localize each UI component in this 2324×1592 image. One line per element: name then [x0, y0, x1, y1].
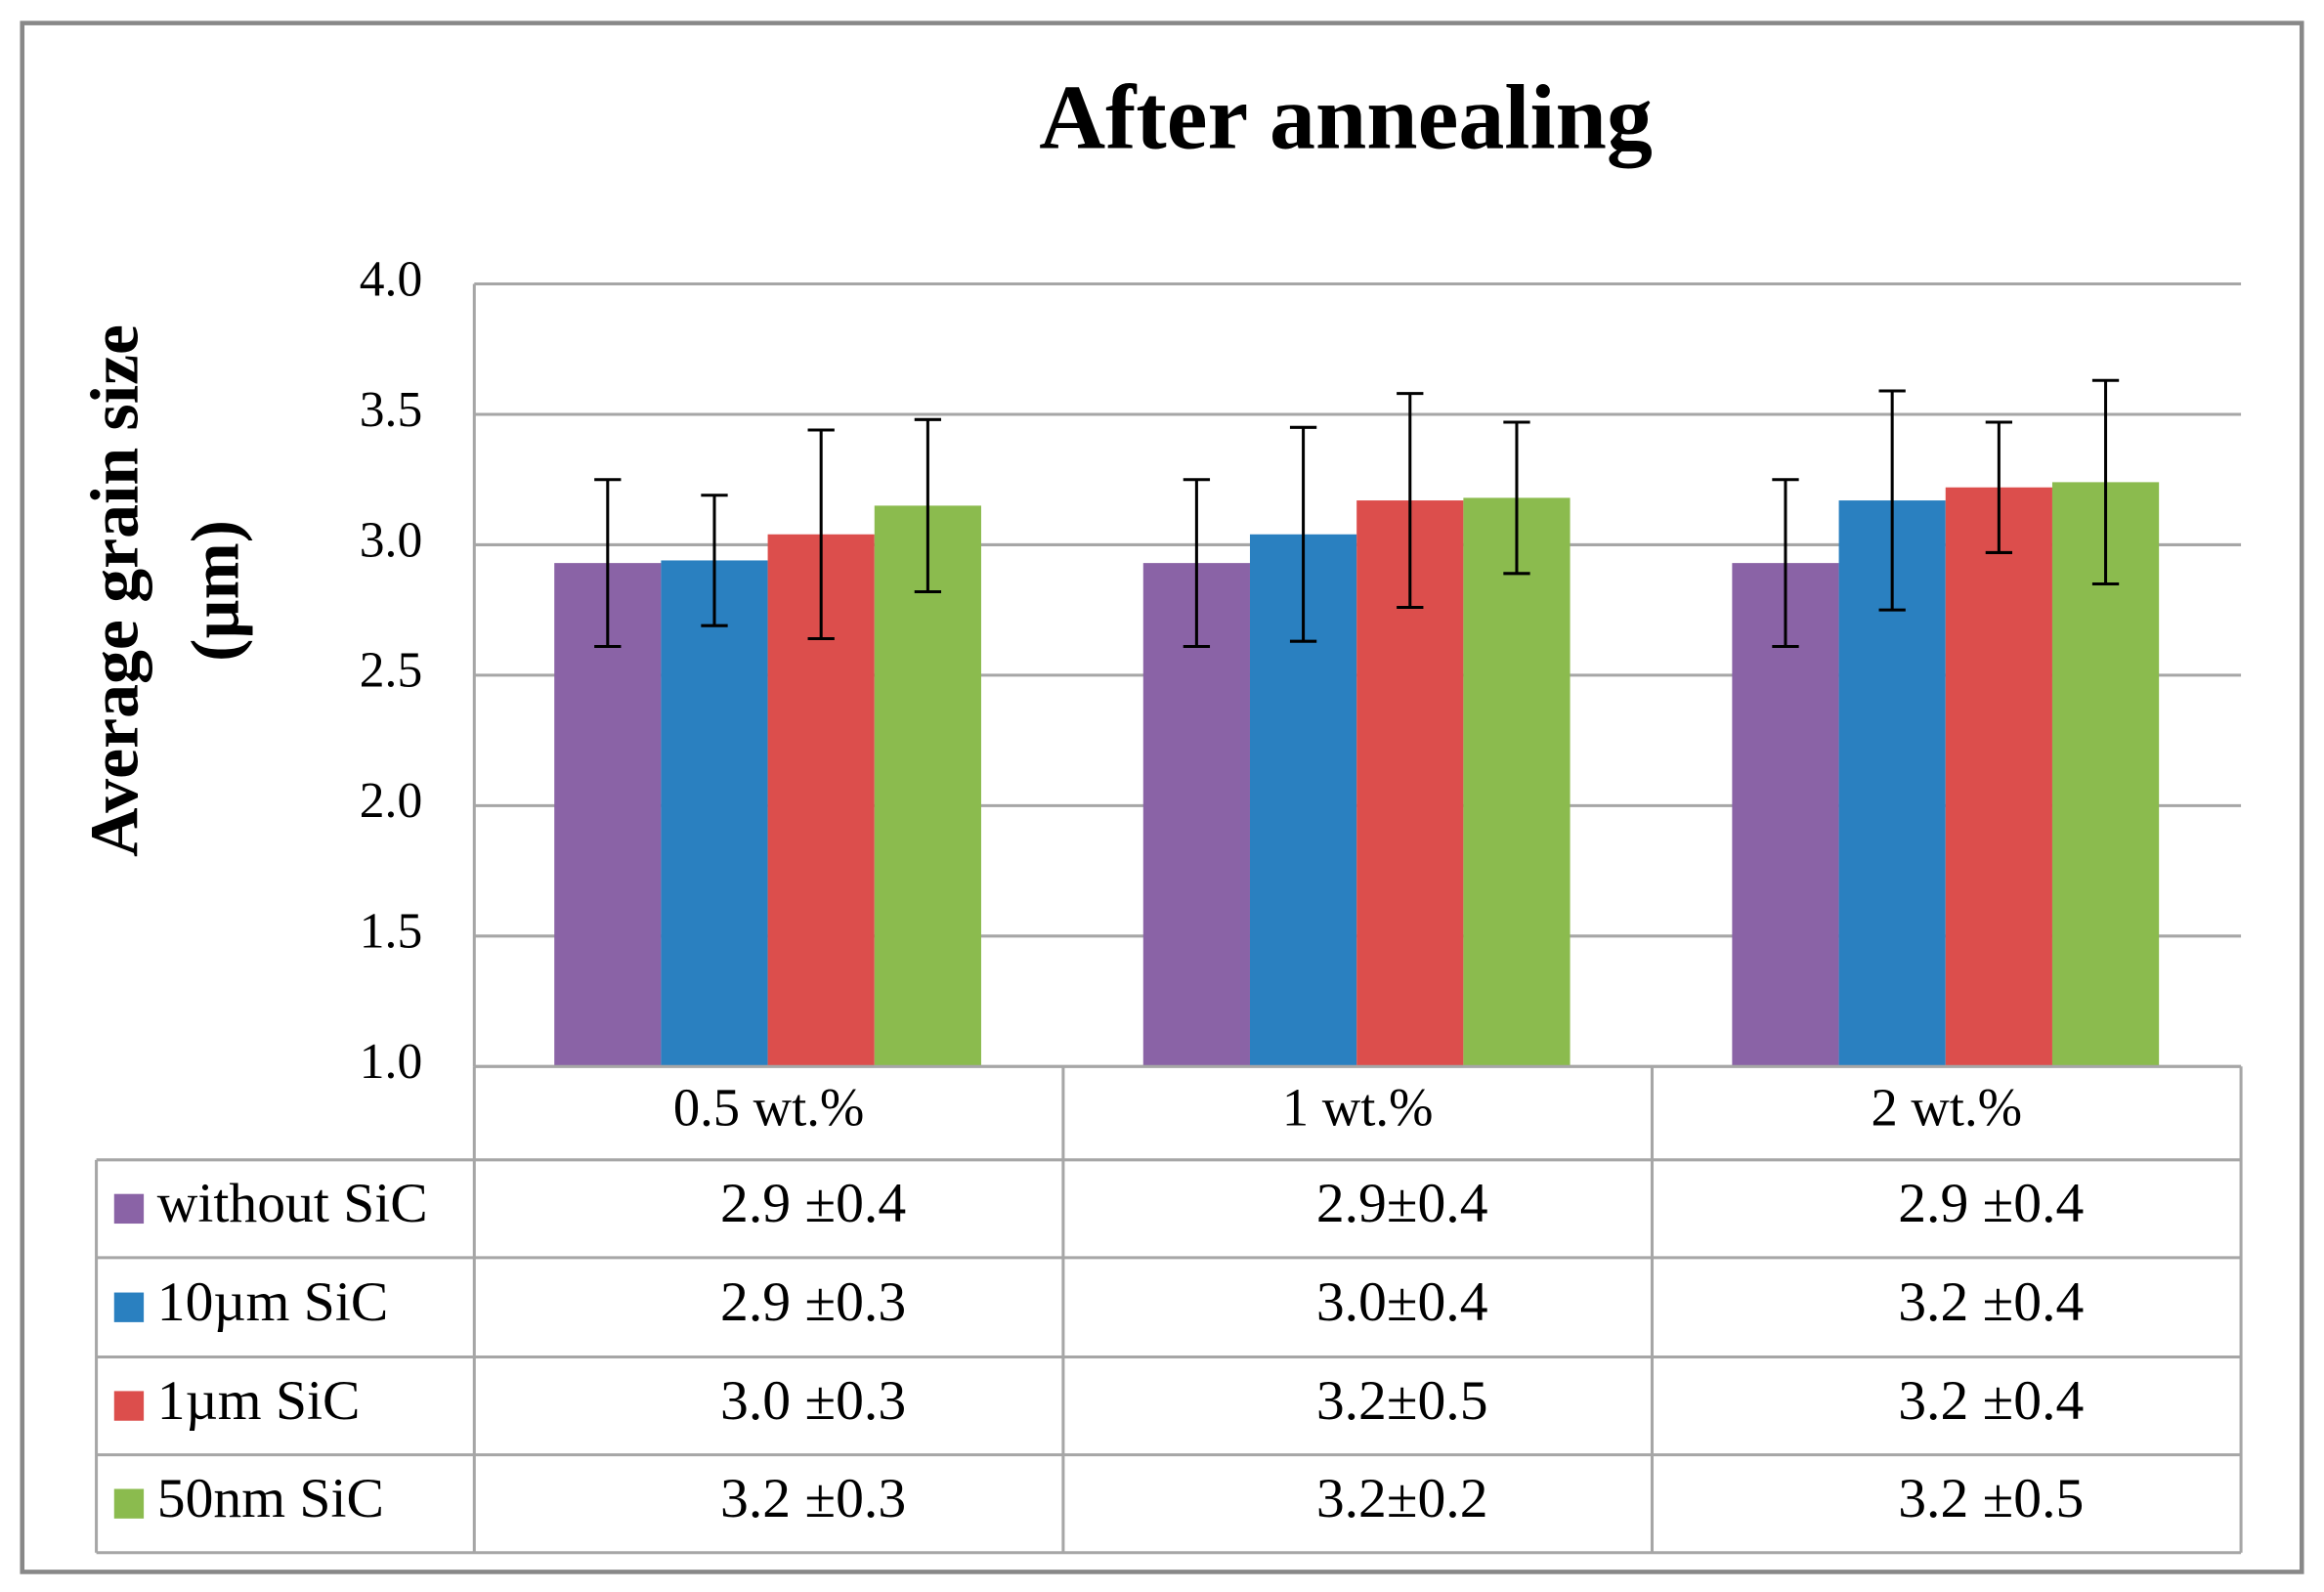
- table-cell: 3.0 ±0.3: [720, 1370, 906, 1432]
- legend-swatch: [113, 1391, 145, 1421]
- legend-swatch: [113, 1292, 145, 1322]
- error-bar: [1985, 420, 2013, 554]
- table-cell: 3.2 ±0.5: [1898, 1468, 2084, 1529]
- y-tick-label: 4.0: [360, 251, 422, 307]
- error-bar: [1183, 478, 1211, 649]
- error-bar: [1289, 425, 1317, 643]
- bar: [661, 560, 768, 1067]
- table-cell: 2.9 ±0.4: [720, 1173, 906, 1234]
- table-cell: 3.2 ±0.4: [1898, 1370, 2084, 1432]
- error-bar: [1878, 389, 1906, 612]
- y-tick-label: 3.5: [360, 382, 422, 438]
- legend-swatch: [113, 1193, 145, 1225]
- table-cell: 3.2 ±0.3: [720, 1468, 906, 1529]
- legend-swatch: [113, 1488, 145, 1519]
- y-tick-label: 1.5: [360, 904, 422, 960]
- table-cell: 2.9±0.4: [1316, 1173, 1488, 1234]
- legend-label: without SiC: [157, 1173, 428, 1234]
- x-tick-label: 1 wt.%: [1282, 1078, 1434, 1138]
- y-tick-label: 2.0: [360, 773, 422, 829]
- y-tick-label: 1.0: [360, 1034, 422, 1090]
- error-bar: [2091, 378, 2120, 585]
- table-cell: 2.9 ±0.3: [720, 1271, 906, 1333]
- legend-label: 10µm SiC: [157, 1271, 389, 1333]
- table-cell: 3.2 ±0.4: [1898, 1271, 2084, 1333]
- y-tick-label: 3.0: [360, 512, 422, 568]
- x-tick-label: 2 wt.%: [1871, 1078, 2022, 1138]
- y-axis-label: Average grain size: [77, 324, 152, 857]
- bar: [1945, 487, 2052, 1067]
- error-bar: [1772, 478, 1799, 649]
- table-cell: 3.2±0.2: [1316, 1468, 1488, 1529]
- bar: [1463, 497, 1571, 1067]
- bar: [874, 505, 981, 1067]
- error-bar: [914, 417, 942, 594]
- error-bar: [1503, 420, 1530, 576]
- chart-title: After annealing: [1039, 66, 1653, 168]
- x-tick-label: 0.5 wt.%: [673, 1078, 865, 1138]
- y-axis-label: (µm): [179, 520, 254, 662]
- error-bar: [594, 478, 622, 649]
- error-bar: [701, 494, 728, 627]
- table-cell: 2.9 ±0.4: [1898, 1173, 2084, 1234]
- table-cell: 3.0±0.4: [1316, 1271, 1488, 1333]
- y-tick-label: 2.5: [360, 643, 422, 699]
- error-bar: [1397, 392, 1424, 610]
- table-cell: 3.2±0.5: [1316, 1370, 1488, 1432]
- error-bar: [807, 428, 835, 641]
- legend-label: 50nm SiC: [157, 1468, 384, 1529]
- legend-label: 1µm SiC: [157, 1370, 361, 1432]
